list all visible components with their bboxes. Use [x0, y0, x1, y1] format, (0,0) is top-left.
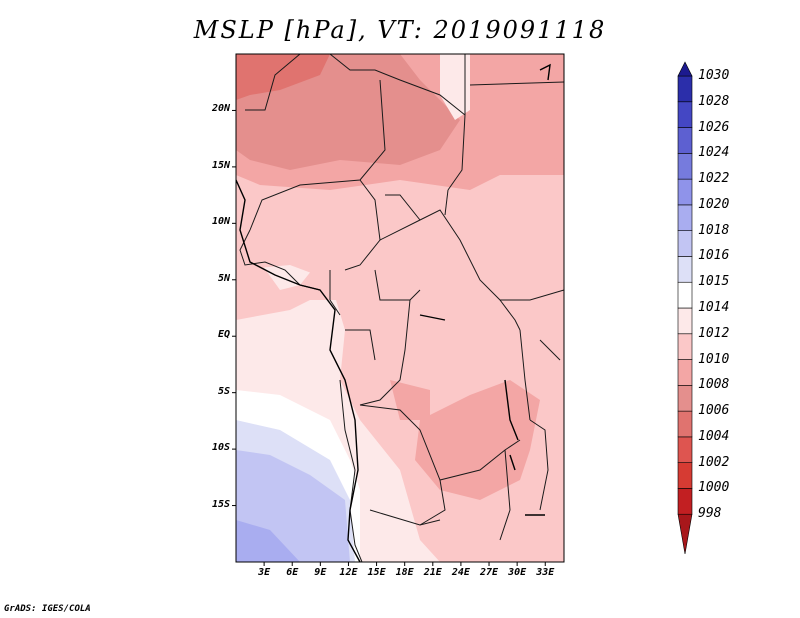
- x-tick-label: 15E: [367, 567, 386, 578]
- coastline: [235, 63, 551, 563]
- colorbar-segment: [677, 230, 693, 257]
- y-tick-label: 5S: [217, 385, 230, 397]
- colorbar-segment: [677, 436, 693, 463]
- colorbar-label: 1014: [698, 300, 730, 315]
- region-west-coast: [236, 260, 345, 320]
- colorbar-segment: [677, 385, 693, 412]
- colorbar-tip-low: [677, 513, 693, 555]
- colorbar-segment: [677, 153, 693, 180]
- region-atlantic-1020: [236, 520, 300, 562]
- x-tick-label: 21E: [423, 567, 442, 578]
- colorbar-label: 998: [698, 506, 722, 522]
- x-tick-label: 33E: [536, 567, 555, 578]
- colorbar-tip-high: [677, 61, 693, 77]
- colorbar-segment: [677, 488, 693, 515]
- colorbar-segment: [677, 333, 693, 360]
- colorbar-label: 1020: [698, 196, 730, 212]
- colorbar-segment: [677, 178, 693, 206]
- x-tick-label: 30E: [508, 567, 527, 578]
- country-borders: [239, 53, 565, 563]
- colorbar-label: 1000: [698, 480, 730, 496]
- region-sahara-darkest: [236, 54, 330, 100]
- colorbar-label: 1002: [698, 454, 730, 470]
- colorbar-label: 1018: [698, 222, 730, 238]
- colorbar-segment: [677, 462, 693, 489]
- x-tick-label: 24E: [451, 567, 470, 578]
- colorbar-segment: [677, 75, 693, 103]
- colorbar-label: 1012: [698, 325, 730, 341]
- colorbar-segment: [677, 281, 693, 309]
- x-tick-label: 6E: [286, 567, 299, 578]
- y-tick-label: 10S: [211, 442, 230, 454]
- map-field: [235, 53, 565, 563]
- y-tick-label: 15S: [211, 498, 230, 510]
- x-tick-label: 3E: [258, 567, 271, 578]
- colorbar-segment: [677, 307, 693, 335]
- map-frame: [235, 53, 565, 563]
- colorbar-label: 1008: [698, 377, 730, 393]
- y-tick-label: 20N: [211, 103, 230, 115]
- credit-label: GrADS: IGES/COLA: [4, 604, 91, 614]
- colorbar-segment: [677, 127, 693, 154]
- colorbar-label: 1030: [698, 68, 730, 83]
- y-tick-label: 15N: [211, 159, 230, 171]
- x-axis-ticks: [263, 562, 546, 566]
- colorbar-label: 1022: [698, 171, 730, 187]
- colorbar-label: 1016: [698, 248, 730, 264]
- chart-title: MSLP [hPa], VT: 2019091118: [193, 16, 607, 44]
- x-tick-label: 12E: [339, 567, 358, 578]
- x-tick-label: 18E: [395, 567, 414, 578]
- colorbar-label: 1026: [698, 119, 730, 135]
- colorbar-segment: [677, 101, 693, 128]
- colorbar: [677, 61, 693, 555]
- y-tick-label: 5N: [217, 272, 230, 284]
- y-axis-ticks: [232, 109, 236, 507]
- colorbar-segment: [677, 410, 693, 438]
- colorbar-label: 1024: [698, 145, 730, 161]
- colorbar-label: 1010: [698, 351, 730, 367]
- region-ne-low: [440, 54, 470, 120]
- region-east-low: [470, 80, 564, 160]
- colorbar-label: 1028: [698, 93, 730, 109]
- colorbar-label: 1015: [698, 274, 730, 290]
- y-tick-label: EQ: [217, 329, 230, 341]
- x-tick-label: 27E: [479, 567, 499, 578]
- colorbar-segment: [677, 359, 693, 386]
- y-tick-label: 10N: [211, 216, 230, 228]
- colorbar-segment: [677, 256, 693, 283]
- colorbar-label: 1004: [698, 428, 730, 444]
- x-tick-label: 9E: [314, 567, 327, 578]
- colorbar-segment: [677, 204, 693, 231]
- colorbar-label: 1006: [698, 403, 730, 419]
